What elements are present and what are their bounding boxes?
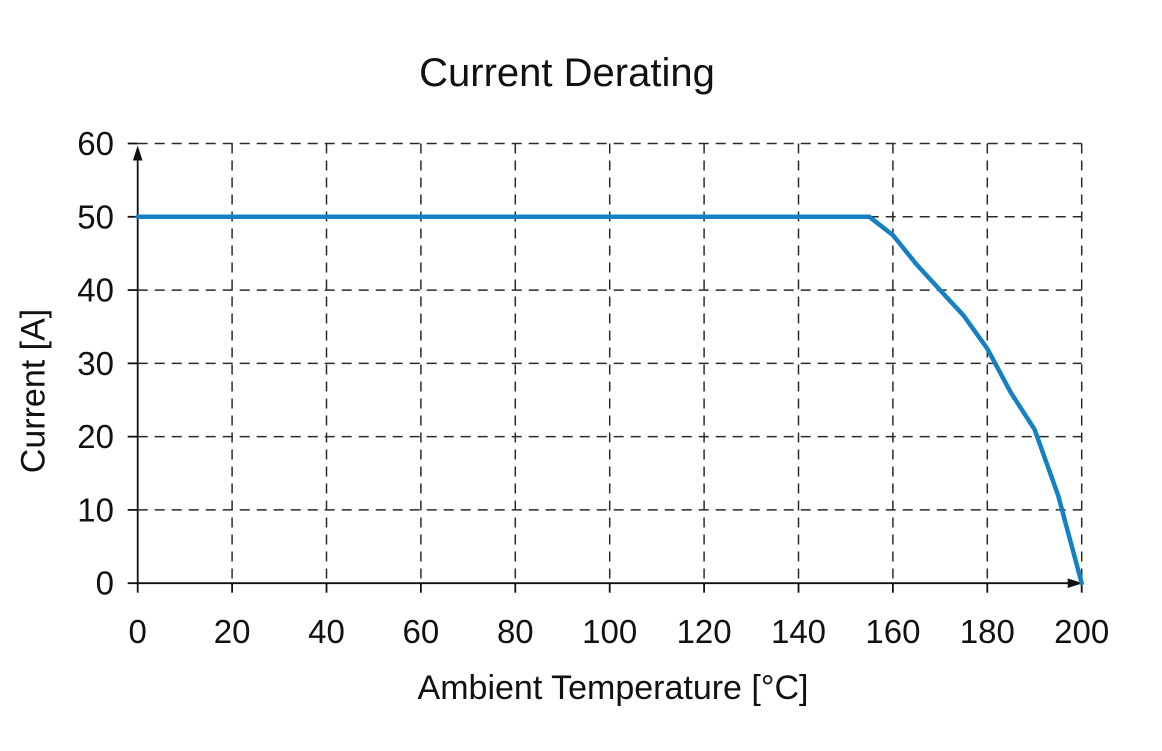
x-tick-label: 20 xyxy=(214,613,251,650)
x-tick-label: 160 xyxy=(865,613,920,650)
series-line-derating-curve xyxy=(135,214,1084,586)
x-tick-label: 0 xyxy=(129,613,147,650)
x-tick-label: 140 xyxy=(771,613,826,650)
x-tick-label: 80 xyxy=(497,613,534,650)
x-axis-arrow xyxy=(1067,578,1083,588)
y-tick-label: 10 xyxy=(77,491,114,528)
y-tick-label: 60 xyxy=(77,125,114,162)
x-tick-label: 120 xyxy=(677,613,732,650)
x-tick-label: 100 xyxy=(582,613,637,650)
y-tick-label: 50 xyxy=(77,198,114,235)
y-tick-label: 20 xyxy=(77,418,114,455)
chart-title: Current Derating xyxy=(419,51,715,95)
y-tick-label: 0 xyxy=(96,565,114,602)
y-tick-label: 30 xyxy=(77,345,114,382)
x-tick-label: 60 xyxy=(403,613,440,650)
y-tick-label: 40 xyxy=(77,272,114,309)
x-tick-label: 40 xyxy=(308,613,345,650)
x-axis-label: Ambient Temperature [°C] xyxy=(417,669,809,707)
x-tick-label: 180 xyxy=(960,613,1015,650)
x-tick-label: 200 xyxy=(1054,613,1109,650)
y-axis-arrow xyxy=(132,145,143,161)
y-axis-label: Current [A] xyxy=(14,308,53,474)
